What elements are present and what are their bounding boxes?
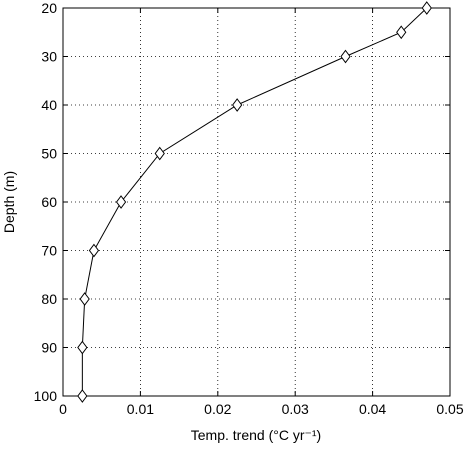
x-axis-label: Temp. trend (°C yr⁻¹) [191, 427, 321, 443]
x-tick-label: 0.02 [204, 401, 231, 417]
y-tick-label: 100 [34, 388, 58, 404]
y-tick-label: 50 [41, 146, 57, 162]
data-marker [396, 25, 407, 40]
x-tick-label: 0.04 [359, 401, 386, 417]
data-marker [77, 389, 88, 403]
y-tick-label: 20 [41, 0, 57, 16]
y-tick-label: 60 [41, 194, 57, 210]
y-tick-label: 40 [41, 97, 57, 113]
data-marker [232, 98, 243, 112]
x-tick-label: 0.05 [436, 401, 463, 417]
y-axis-label: Depth (m) [1, 171, 17, 233]
x-tick-label: 0.03 [282, 401, 309, 417]
y-tick-label: 30 [41, 49, 57, 65]
data-marker [79, 292, 90, 306]
x-tick-label: 0 [59, 401, 67, 417]
data-line [81, 7, 428, 396]
data-marker [154, 146, 165, 161]
data-marker [421, 1, 432, 15]
data-marker [340, 49, 351, 64]
y-tick-label: 90 [41, 340, 57, 356]
y-tick-label: 70 [41, 243, 57, 259]
y-tick-label: 80 [41, 291, 57, 307]
x-tick-label: 0.01 [127, 401, 154, 417]
data-marker [77, 340, 88, 355]
data-marker [115, 195, 127, 209]
data-marker [88, 243, 100, 258]
